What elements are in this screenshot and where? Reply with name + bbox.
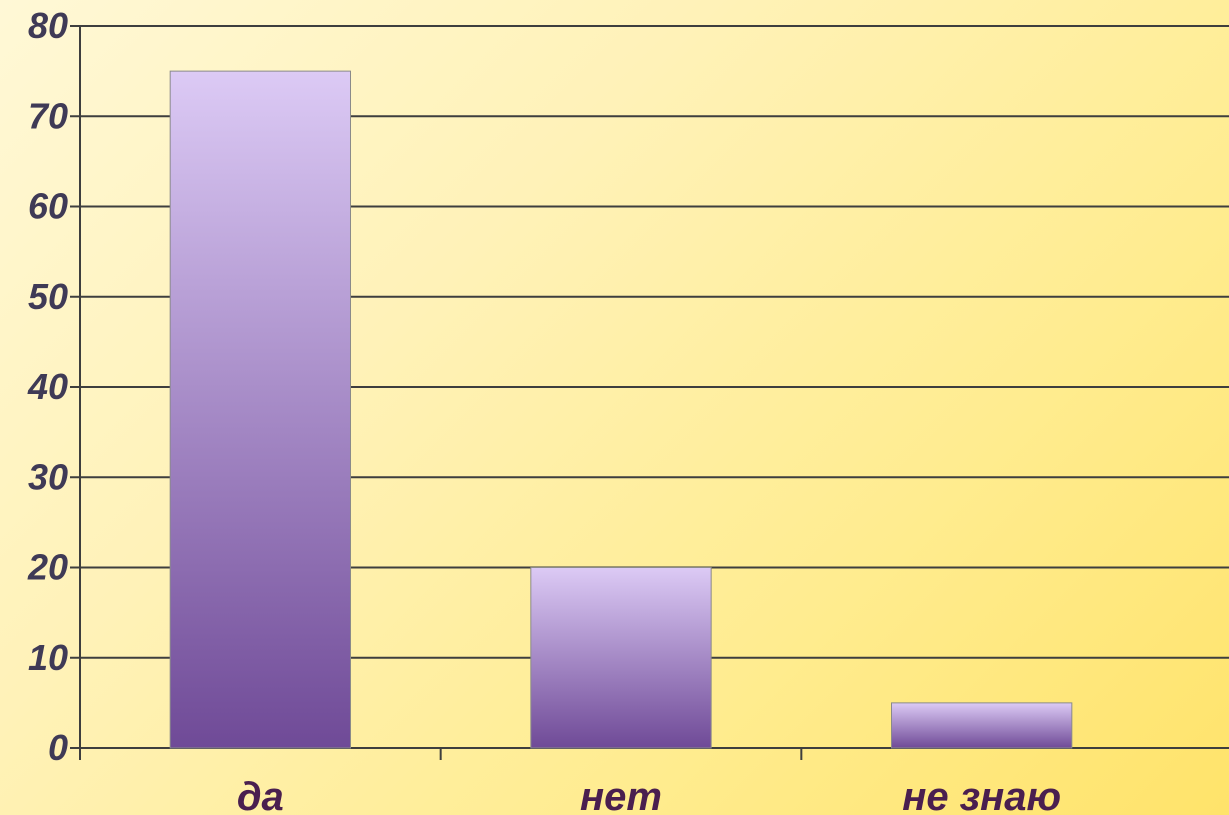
y-tick-label: 70 [28,95,68,136]
bars [169,70,1073,749]
x-category-label: да [237,775,284,815]
y-tick-label: 0 [48,727,68,768]
y-axis-tick-labels: 0 10 20 30 40 50 60 70 80 [27,5,68,768]
x-axis-category-labels: да нет не знаю [237,775,1061,815]
y-tick-label: 50 [28,276,68,317]
bar-2 [530,567,712,749]
y-tick-label: 10 [28,637,68,678]
bar-3 [891,702,1073,749]
y-tick-label: 20 [27,547,68,588]
y-tick-label: 60 [28,186,68,227]
bar-1 [169,70,351,749]
y-tick-label: 30 [28,456,68,497]
x-category-label: нет [580,775,662,815]
x-category-label: не знаю [902,775,1061,815]
y-tick-label: 80 [28,5,68,46]
y-tick-label: 40 [27,366,68,407]
